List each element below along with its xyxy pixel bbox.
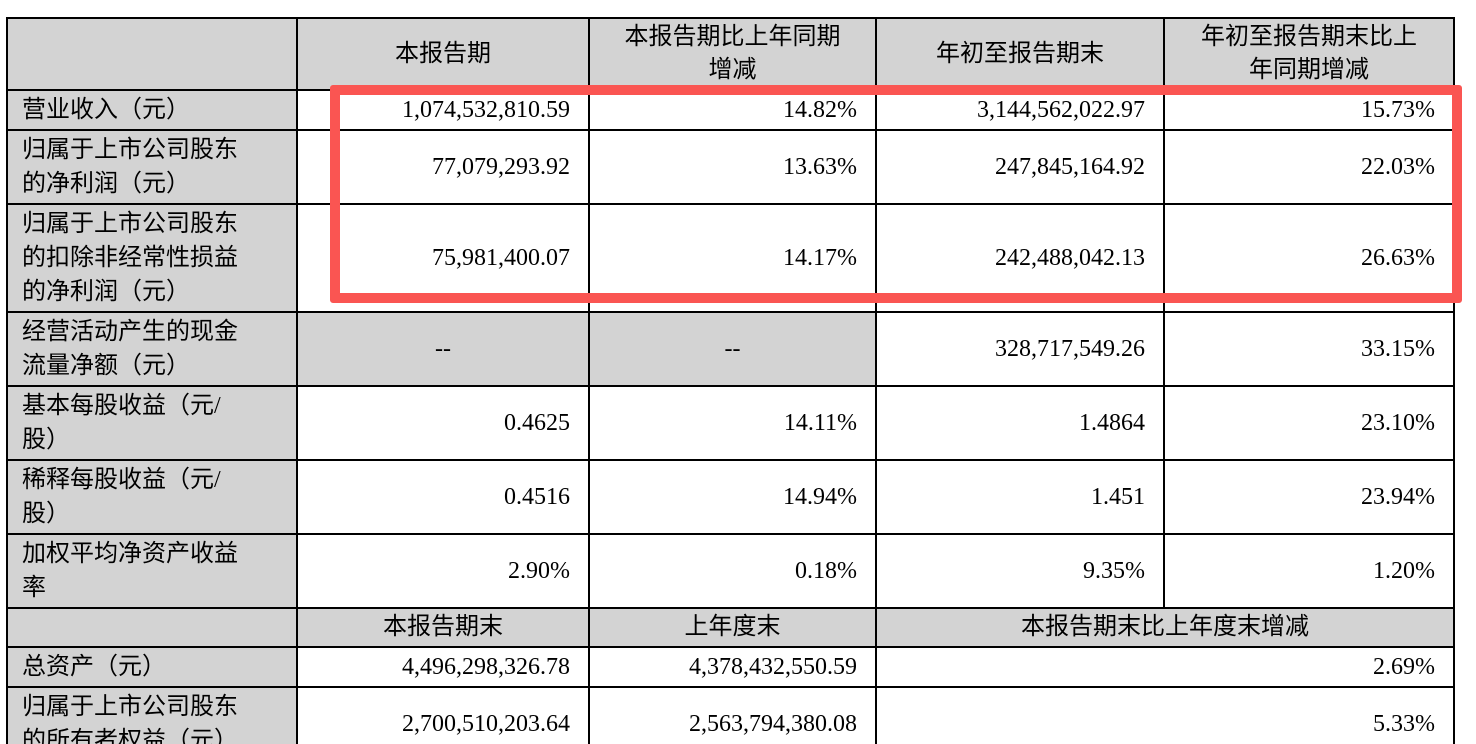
table-row: 营业收入（元） 1,074,532,810.59 14.82% 3,144,56…: [6, 89, 1455, 131]
table-row: 归属于上市公司股东的净利润（元） 77,079,293.92 13.63% 24…: [6, 129, 1455, 205]
cell-ytd-change: 33.15%: [1163, 311, 1455, 387]
row-label-net-profit: 归属于上市公司股东的净利润（元）: [6, 129, 298, 205]
table-row: 经营活动产生的现金流量净额（元） -- -- 328,717,549.26 33…: [6, 311, 1455, 387]
row-label-diluted-eps: 稀释每股收益（元/股）: [6, 459, 298, 535]
cell-current: --: [296, 311, 590, 387]
column-header-period-vs-prior-year-change: 本报告期末比上年度末增减: [875, 607, 1455, 648]
cell-current: 0.4516: [296, 459, 590, 535]
column-header-ytd: 年初至报告期末: [875, 17, 1165, 91]
table-row: 基本每股收益（元/股） 0.4625 14.11% 1.4864 23.10%: [6, 385, 1455, 461]
table-header-row-bottom: 本报告期末 上年度末 本报告期末比上年度末增减: [6, 607, 1455, 648]
table-row: 总资产（元） 4,496,298,326.78 4,378,432,550.59…: [6, 646, 1455, 688]
cell-ytd: 242,488,042.13: [875, 203, 1165, 313]
row-label-basic-eps: 基本每股收益（元/股）: [6, 385, 298, 461]
cell-current-change: 0.18%: [588, 533, 877, 609]
cell-end-of-prior-year: 4,378,432,550.59: [588, 646, 877, 688]
cell-current-change: --: [588, 311, 877, 387]
cell-current: 0.4625: [296, 385, 590, 461]
cell-ytd: 1.451: [875, 459, 1165, 535]
cell-ytd: 328,717,549.26: [875, 311, 1165, 387]
cell-current: 2.90%: [296, 533, 590, 609]
cell-current-change: 14.11%: [588, 385, 877, 461]
row-label-weighted-avg-roe: 加权平均净资产收益率: [6, 533, 298, 609]
table-row: 归属于上市公司股东的扣除非经常性损益的净利润（元） 75,981,400.07 …: [6, 203, 1455, 313]
row-label-equity-attributable-to-shareholders: 归属于上市公司股东的所有者权益（元）: [6, 686, 298, 744]
cell-current: 75,981,400.07: [296, 203, 590, 313]
table-row: 加权平均净资产收益率 2.90% 0.18% 9.35% 1.20%: [6, 533, 1455, 609]
row-label-operating-cash-flow: 经营活动产生的现金流量净额（元）: [6, 311, 298, 387]
cell-ytd: 1.4864: [875, 385, 1165, 461]
cell-ytd: 247,845,164.92: [875, 129, 1165, 205]
key-financial-data-table: 本报告期 本报告期比上年同期 增减 年初至报告期末 年初至报告期末比上 年同期增…: [6, 17, 1455, 744]
header-corner-cell: [6, 607, 298, 648]
cell-current: 1,074,532,810.59: [296, 89, 590, 131]
cell-ytd-change: 23.94%: [1163, 459, 1455, 535]
cell-ytd-change: 22.03%: [1163, 129, 1455, 205]
row-label-net-profit-excl-nonrecurring: 归属于上市公司股东的扣除非经常性损益的净利润（元）: [6, 203, 298, 313]
cell-current-change: 13.63%: [588, 129, 877, 205]
cell-ytd-change: 15.73%: [1163, 89, 1455, 131]
cell-ytd-change: 23.10%: [1163, 385, 1455, 461]
cell-ytd-change: 1.20%: [1163, 533, 1455, 609]
cell-end-of-period: 4,496,298,326.78: [296, 646, 590, 688]
cell-change: 2.69%: [875, 646, 1455, 688]
cell-current: 77,079,293.92: [296, 129, 590, 205]
cell-change: 5.33%: [875, 686, 1455, 744]
column-header-current-period: 本报告期: [296, 17, 590, 91]
cell-current-change: 14.94%: [588, 459, 877, 535]
table-row: 稀释每股收益（元/股） 0.4516 14.94% 1.451 23.94%: [6, 459, 1455, 535]
table-row: 归属于上市公司股东的所有者权益（元） 2,700,510,203.64 2,56…: [6, 686, 1455, 744]
cell-current-change: 14.82%: [588, 89, 877, 131]
row-label-total-assets: 总资产（元）: [6, 646, 298, 688]
header-corner-cell: [6, 17, 298, 91]
column-header-ytd-change: 年初至报告期末比上 年同期增减: [1163, 17, 1455, 91]
table-header-row-top: 本报告期 本报告期比上年同期 增减 年初至报告期末 年初至报告期末比上 年同期增…: [6, 17, 1455, 91]
cell-ytd: 9.35%: [875, 533, 1165, 609]
cell-ytd-change: 26.63%: [1163, 203, 1455, 313]
column-header-current-period-change: 本报告期比上年同期 增减: [588, 17, 877, 91]
cell-current-change: 14.17%: [588, 203, 877, 313]
row-label-operating-revenue: 营业收入（元）: [6, 89, 298, 131]
column-header-end-of-period: 本报告期末: [296, 607, 590, 648]
cell-end-of-prior-year: 2,563,794,380.08: [588, 686, 877, 744]
cell-end-of-period: 2,700,510,203.64: [296, 686, 590, 744]
column-header-end-of-prior-year: 上年度末: [588, 607, 877, 648]
cell-ytd: 3,144,562,022.97: [875, 89, 1165, 131]
